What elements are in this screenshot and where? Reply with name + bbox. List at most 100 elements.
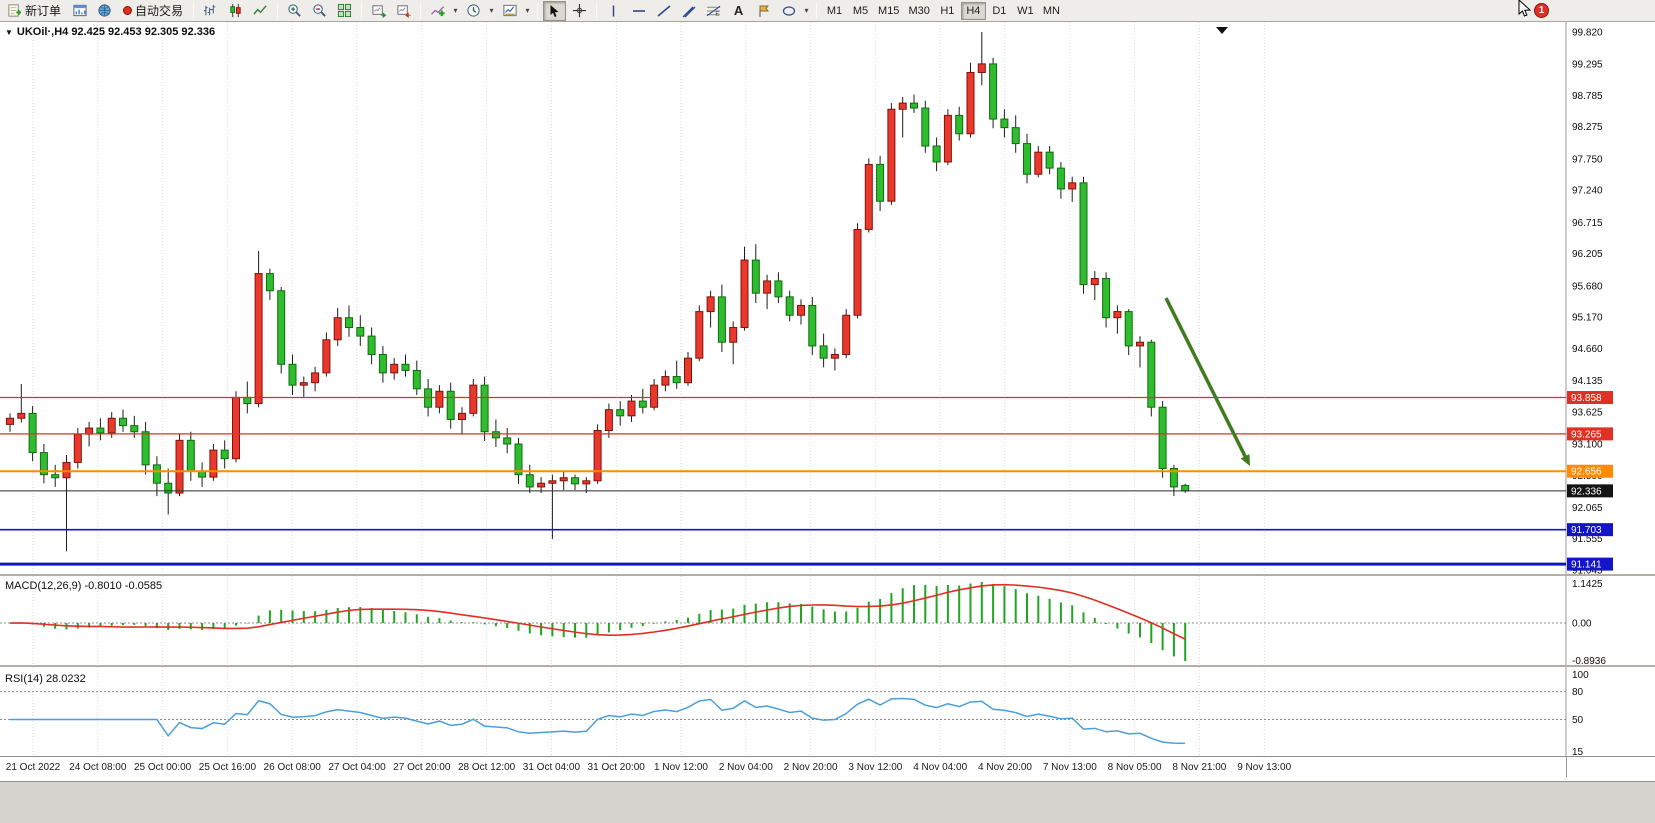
candle-body: [1136, 341, 1144, 347]
profiles-icon[interactable]: [93, 1, 116, 21]
label-tool-icon[interactable]: [752, 1, 775, 21]
periods-dropdown-chevron[interactable]: ▾: [489, 6, 494, 15]
price-axis-label: 94.135: [1572, 376, 1603, 387]
auto-scroll-icon[interactable]: [367, 1, 390, 21]
candle-body: [1045, 151, 1054, 169]
time-axis-label: 25 Oct 00:00: [133, 762, 192, 773]
candle-body: [797, 304, 805, 316]
indicators-icon[interactable]: [426, 1, 449, 21]
trendline-tool-icon[interactable]: [652, 1, 675, 21]
timeframe-h1-button[interactable]: H1: [940, 4, 955, 17]
periods-icon[interactable]: [462, 1, 485, 21]
new-order-button[interactable]: 新订单: [2, 1, 66, 21]
candle-body: [73, 433, 82, 463]
candle-body: [537, 482, 546, 488]
candle-body: [1011, 127, 1020, 145]
chart-shift-icon[interactable]: [392, 1, 415, 21]
time-axis-label: 2 Nov 20:00: [783, 762, 838, 773]
timeframe-m30-button[interactable]: M30: [908, 4, 930, 17]
time-axis-label: 4 Nov 20:00: [978, 762, 1032, 773]
templates-icon[interactable]: [498, 1, 521, 21]
candle-body: [28, 412, 37, 454]
trend-arrow-line[interactable]: [1164, 297, 1249, 461]
timeframe-w1-button[interactable]: W1: [1017, 4, 1034, 17]
toolbar-separator: [420, 2, 422, 19]
candle-body: [582, 480, 591, 485]
auto-trading-button[interactable]: 自动交易: [118, 1, 188, 21]
time-axis[interactable]: 21 Oct 2022 24 Oct 08:00 25 Oct 00:00 25 Oc…: [0, 756, 1655, 777]
price-chart-panel[interactable]: 99.820 99.295 98.785 98.275 97.750 97.240 96.7…: [0, 22, 1655, 574]
price-tag: [1567, 391, 1613, 405]
candle-body: [378, 353, 387, 374]
text-tool-icon[interactable]: A: [733, 3, 744, 18]
indicators-dropdown-chevron[interactable]: ▾: [453, 6, 458, 15]
candle-body: [232, 396, 240, 460]
one-click-trading-toggle-icon[interactable]: ▼: [5, 27, 13, 37]
toolbar-separator: [193, 2, 195, 19]
shapes-tool-icon[interactable]: [777, 1, 800, 21]
candle-body: [412, 369, 421, 390]
candle-body: [356, 327, 365, 337]
chart-title: UKOil·,H4 92.425 92.453 92.305 92.336: [16, 26, 216, 38]
bar-chart-mode-icon[interactable]: [199, 1, 222, 21]
shapes-dropdown-chevron[interactable]: ▾: [804, 6, 809, 15]
rsi-panel[interactable]: 100 80 50 15: [0, 665, 1655, 756]
candle-body: [1158, 406, 1167, 470]
tile-windows-icon[interactable]: [333, 1, 356, 21]
candle-body: [322, 339, 331, 374]
macd-axis-label: 0.00: [1572, 619, 1592, 630]
fibonacci-tool-icon[interactable]: E: [702, 1, 725, 21]
candle-body: [763, 280, 772, 294]
candle-body: [85, 427, 94, 435]
timeframe-m1-button[interactable]: M1: [826, 4, 843, 17]
candle-body: [469, 384, 478, 414]
channel-tool-icon[interactable]: [677, 1, 700, 21]
time-axis-label: 31 Oct 20:00: [587, 762, 645, 773]
time-axis-label: 26 Oct 08:00: [263, 762, 321, 773]
timeframe-mn-button[interactable]: MN: [1042, 4, 1060, 17]
candle-body: [1000, 118, 1009, 129]
candle-body: [1147, 341, 1156, 408]
toolbar-separator: [596, 2, 598, 19]
time-axis-label: 4 Nov 04:00: [913, 762, 968, 773]
crosshair-tool-button[interactable]: [568, 1, 591, 21]
cursor-tool-button[interactable]: [543, 0, 567, 21]
candle-body: [842, 314, 851, 355]
macd-label: MACD(12,26,9) -0.8010 -0.0585: [5, 580, 163, 592]
timeframe-m5-button[interactable]: M5: [852, 4, 869, 17]
chart-shift-marker[interactable]: [1216, 27, 1228, 34]
candle-body: [458, 412, 466, 420]
candle-body: [107, 417, 116, 434]
candle-body: [706, 296, 715, 313]
new-chart-icon[interactable]: [68, 1, 91, 21]
time-axis-label: 9 Nov 13:00: [1237, 762, 1292, 773]
candle-body: [977, 63, 986, 73]
timeframe-d1-button[interactable]: D1: [992, 4, 1007, 17]
price-axis-label: 93.625: [1572, 407, 1603, 418]
candle-body: [243, 396, 252, 405]
candle-body: [1181, 484, 1190, 492]
profiles-globe-icon: [98, 4, 111, 17]
candle-body: [876, 163, 885, 202]
auto-trading-label: 自动交易: [135, 4, 184, 18]
candlestick-mode-icon[interactable]: [224, 1, 247, 21]
price-axis-label: 94.660: [1572, 344, 1603, 355]
horizontal-line-tool-icon[interactable]: [627, 1, 650, 21]
macd-axis-label: 1.1425: [1572, 579, 1603, 590]
candle-body: [774, 280, 783, 298]
zoom-in-icon[interactable]: [283, 1, 306, 21]
notification-badge[interactable]: 1: [1534, 3, 1549, 18]
line-chart-mode-icon[interactable]: [249, 1, 272, 21]
vertical-line-tool-icon[interactable]: [602, 1, 625, 21]
cursor-icon: [550, 4, 559, 17]
svg-text:E: E: [715, 11, 719, 17]
templates-dropdown-chevron[interactable]: ▾: [525, 6, 530, 15]
timeframe-h4-button[interactable]: H4: [960, 1, 986, 20]
timeframe-m15-button[interactable]: M15: [878, 4, 900, 17]
candle-body: [51, 474, 60, 479]
candle-body: [17, 412, 26, 419]
candle-body: [593, 430, 602, 482]
zoom-out-icon[interactable]: [308, 1, 331, 21]
time-axis-label: 31 Oct 04:00: [522, 762, 581, 773]
macd-panel[interactable]: 1.1425 0.00 -0.8936: [0, 574, 1655, 665]
